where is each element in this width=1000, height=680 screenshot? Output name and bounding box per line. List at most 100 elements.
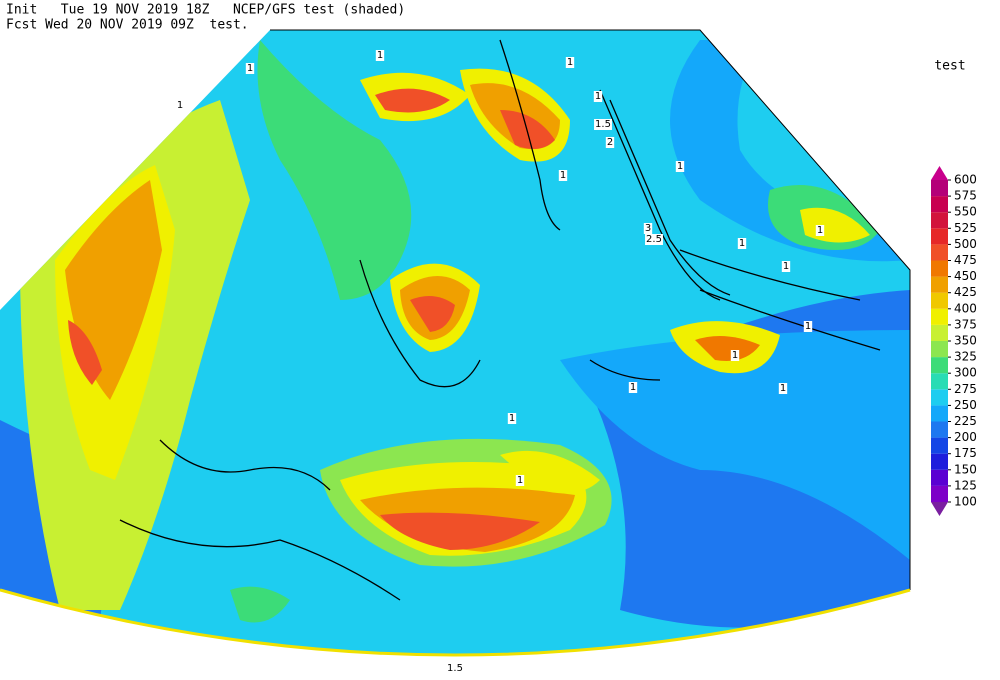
contour-label: 2 — [607, 137, 613, 148]
colorbar-label: 350 — [954, 334, 977, 348]
colorbar-label: 550 — [954, 205, 977, 219]
contour-label-bg — [558, 170, 568, 181]
contour-label: 1 — [739, 238, 745, 249]
colorbar-band — [931, 357, 948, 374]
colorbar-band — [931, 276, 948, 293]
contour-label-bg — [245, 63, 255, 74]
contour-label-bg — [645, 234, 663, 245]
contour-label-bg — [675, 161, 685, 172]
contour-label: 1 — [377, 50, 383, 61]
colorbar-label: 475 — [954, 253, 977, 267]
colorbar-band — [931, 389, 948, 406]
colorbar-band — [931, 485, 948, 502]
contour-label-bg — [730, 350, 740, 361]
contour-label-bg — [446, 663, 464, 674]
contour-line — [159, 439, 331, 491]
contour-label-bg — [565, 57, 575, 68]
shaded-area — [560, 330, 910, 560]
contour-label-bg — [515, 475, 525, 486]
contour-label-bg — [594, 119, 612, 130]
colorbar-label: 325 — [954, 350, 977, 364]
colorbar-label: 525 — [954, 221, 977, 235]
contour-label: 1 — [509, 413, 515, 424]
colorbar-band — [931, 244, 948, 261]
colorbar-band — [931, 180, 948, 197]
colorbar-band — [931, 373, 948, 390]
contour-line — [599, 89, 721, 301]
contour-label: 1 — [630, 382, 636, 393]
shaded-area — [410, 296, 455, 332]
colorbar-label: 250 — [954, 398, 977, 412]
colorbar-band — [931, 308, 948, 325]
contour-label-bg — [605, 137, 615, 148]
contour-label-bg — [737, 238, 747, 249]
header-line: Fcst Wed 20 NOV 2019 09Z test. — [6, 18, 249, 33]
contour-label: 1 — [567, 57, 573, 68]
contour-label-bg — [778, 383, 788, 394]
colorbar-band — [931, 228, 948, 245]
contour-label-bg — [507, 413, 517, 424]
domain-border — [270, 29, 911, 590]
contour-label-bg — [375, 50, 385, 61]
shaded-area — [257, 40, 412, 300]
contour-label: 1 — [560, 170, 566, 181]
colorbar-band — [931, 405, 948, 422]
shaded-area — [375, 88, 450, 113]
contour-label-bg — [803, 321, 813, 332]
colorbar-label: 375 — [954, 317, 977, 331]
colorbar-band — [931, 260, 948, 277]
colorbar-label: 200 — [954, 430, 977, 444]
shaded-area — [500, 450, 600, 494]
shaded-area — [670, 40, 910, 262]
colorbar-label: 575 — [954, 189, 977, 203]
contour-label: 1 — [517, 475, 523, 486]
colorbar-band — [931, 212, 948, 229]
contour-label-bg — [781, 261, 791, 272]
contour-labels: 1 1 1 1.5 2 1 1 1 2.53 1 1 1 1 1 1 1 1 1 1 1.5 — [175, 50, 825, 674]
colorbar-over — [931, 166, 948, 180]
colorbar-label: 425 — [954, 285, 977, 299]
colorbar-label: 400 — [954, 301, 977, 315]
contour-label: 1 — [677, 161, 683, 172]
contour-label-bg — [628, 382, 638, 393]
colorbar-label: 300 — [954, 366, 977, 380]
contour-line — [119, 519, 401, 601]
colorbar-band — [931, 292, 948, 309]
contour-label: 1 — [247, 63, 253, 74]
colorbar-label: 500 — [954, 237, 977, 251]
colorbar-label: 450 — [954, 269, 977, 283]
colorbar-label: 175 — [954, 446, 977, 460]
contour-label: 1 — [817, 225, 823, 236]
contour-label: 1 — [805, 321, 811, 332]
contour-label-bg — [815, 225, 825, 236]
colorbar-band — [931, 196, 948, 213]
colorbar-label: 150 — [954, 462, 977, 476]
contour-label: 1 — [780, 383, 786, 394]
contour-label-bg — [643, 223, 653, 234]
contour-label: 1.5 — [595, 119, 611, 130]
colorbar: 100 125 150 175 200 225 250 275 300 325 350 375 400 4… — [931, 166, 977, 516]
shaded-area — [68, 320, 102, 385]
colorbar-label: 125 — [954, 478, 977, 492]
contour-line — [609, 99, 731, 296]
domain-border-bottom — [0, 588, 911, 657]
contour-label: 3 — [645, 223, 651, 234]
colorbar-band — [931, 437, 948, 454]
contour-label: 1 — [732, 350, 738, 361]
contours — [119, 39, 881, 601]
contour-label: 1 — [783, 261, 789, 272]
shaded-area — [230, 586, 290, 623]
colorbar-label: 225 — [954, 414, 977, 428]
shaded-area — [380, 512, 540, 550]
contour-label-bg — [593, 91, 603, 102]
contour-label: 1 — [177, 100, 183, 111]
contour-line — [679, 249, 861, 301]
colorbar-under — [931, 502, 948, 516]
colorbar-band — [931, 341, 948, 358]
contour-line — [589, 359, 661, 381]
header-line: Init Tue 19 NOV 2019 18Z NCEP/GFS test (… — [6, 3, 405, 18]
colorbar-band — [931, 453, 948, 470]
colorbar-band — [931, 324, 948, 341]
